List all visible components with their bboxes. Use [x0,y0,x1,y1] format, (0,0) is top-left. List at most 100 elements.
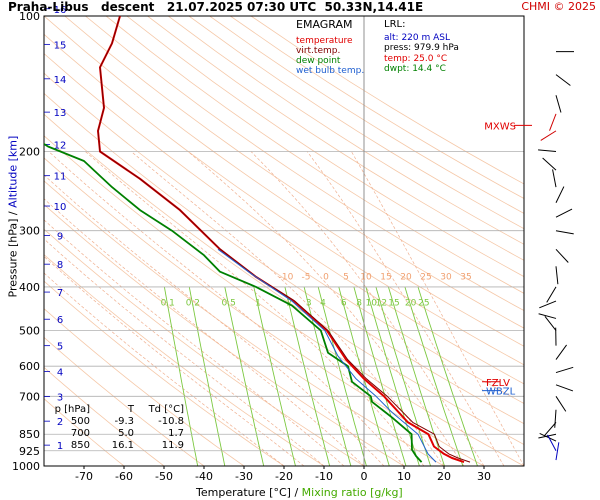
pressure-tick-label: 400 [19,281,40,294]
altitude-tick-label: 7 [57,288,63,299]
moist-adiabat [44,272,285,466]
legend-item-temperature: temperature [296,36,353,46]
x-tick-label: 10 [397,470,411,483]
moist-adiabat [44,219,345,466]
x-axis-label-mixing: Mixing ratio [g/kg] [301,486,403,499]
isotherm-label: 15 [380,272,391,282]
wind-barb [538,313,557,319]
altitude-tick-label: 14 [54,75,67,86]
dry-adiabat [250,16,524,185]
dry-adiabat [188,16,524,230]
x-tick-label: -30 [235,470,253,483]
isotherm-label: 35 [460,272,471,282]
wind-barb [555,248,569,263]
y-axis-label-altitude: Altitude [km] [6,135,20,208]
dry-adiabat [167,16,524,245]
level-table: p [hPa] T Td [°C] 500 -9.3 -10.8 700 5.0… [46,404,190,452]
dry-adiabat [209,16,524,214]
altitude-tick-label: 13 [54,108,67,119]
lrl-pressure: press: 979.9 hPa [384,43,459,53]
dry-adiabat [64,16,524,329]
wind-barb [552,169,557,188]
x-tick-label: -70 [75,470,93,483]
mixing-ratio-label: 0.1 [161,299,175,309]
mixing-ratio-label: 12 [376,299,387,309]
altitude-tick-label: 1 [57,441,63,452]
wind-barb [555,230,574,235]
x-axis-label: Temperature [°C] / Mixing ratio [g/kg] [196,486,403,499]
level-table-row: 500 -9.3 -10.8 [46,416,190,428]
dry-adiabat [85,16,524,311]
series-line-temperature [97,16,465,464]
dry-adiabat [147,16,524,261]
mixing-ratio-label: 20 [405,299,417,309]
level-table-cell: 1.7 [168,428,184,439]
wind-barb [555,208,573,218]
altitude-tick-label: 4 [57,367,63,378]
legend-item-virt-temp: virt.temp. [296,46,341,56]
isotherm-label: 5 [343,272,349,282]
wind-barb [554,409,557,428]
altitude-tick-label: 3 [57,393,63,404]
mixing-ratio-line [303,286,352,466]
legend-item-wet-bulb: wet bulb temp. [296,66,365,76]
annotation-label: WBZL [486,387,516,398]
isotherm-label: 0 [323,272,329,282]
x-tick-label: 30 [477,470,491,483]
level-table-cell: 5.0 [118,428,134,439]
pressure-tick-label: 1000 [12,460,40,473]
isotherm-label: 10 [360,272,372,282]
wind-barb [544,316,557,331]
level-table-cell: 11.9 [161,440,184,451]
wind-barb [547,434,557,451]
mixing-ratio-label: 25 [418,299,429,309]
altitude-tick-label: 2 [57,417,63,428]
altitude-tick-label: 12 [54,140,67,151]
wind-barb [555,186,565,203]
wind-barb [549,113,557,131]
y-axis-label: Pressure [hPa] / Altitude [km] [6,136,20,298]
pressure-tick-label: 925 [19,445,40,458]
x-tick-label: -50 [155,470,173,483]
wind-barb [540,130,557,141]
dry-adiabat [44,92,524,425]
level-table-cell: -10.8 [158,416,184,427]
wind-barb [539,432,557,442]
x-tick-label: 20 [437,470,451,483]
altitude-tick-label: 6 [57,315,63,326]
wind-barb [555,266,559,285]
legend-item-dew-point: dew point [296,56,341,66]
pressure-tick-label: 100 [19,10,40,23]
mixing-ratio-label: 4 [320,299,326,309]
pressure-tick-label: 600 [19,360,40,373]
annotation-label: FZLV [486,378,510,389]
wind-barb [538,149,557,152]
x-axis-label-temperature: Temperature [°C] [196,486,291,499]
altitude-tick-label: 16 [54,5,67,16]
series-line-wet-bulb-temp- [217,248,437,463]
mixing-ratio-label: 8 [356,299,362,309]
level-table-header: p [hPa] T Td [°C] [46,404,190,416]
pressure-tick-label: 700 [19,390,40,403]
mixing-ratio-label: 3 [306,299,312,309]
level-table-cell: 16.1 [111,440,134,451]
wind-barb [546,286,557,303]
dry-adiabat [44,72,524,404]
pressure-tick-label: 300 [19,225,40,238]
dry-adiabat [44,33,524,366]
x-tick-label: -40 [195,470,213,483]
mixing-ratio-line [224,286,265,466]
isotherm-label: 30 [440,272,452,282]
y-axis-label-pressure: Pressure [hPa] [6,218,20,298]
dry-adiabat [126,16,524,278]
wind-barb [555,396,567,412]
isotherm-label: -5 [302,272,311,282]
altitude-tick-label: 9 [57,232,63,243]
wind-barb [555,74,571,86]
lrl-heading: LRL: [384,19,406,30]
lrl-temperature: temp: 25.0 °C [384,53,448,64]
dry-adiabat [105,16,524,294]
level-table-row: 850 16.1 11.9 [46,440,190,452]
series-line-virt-temp- [97,16,471,463]
